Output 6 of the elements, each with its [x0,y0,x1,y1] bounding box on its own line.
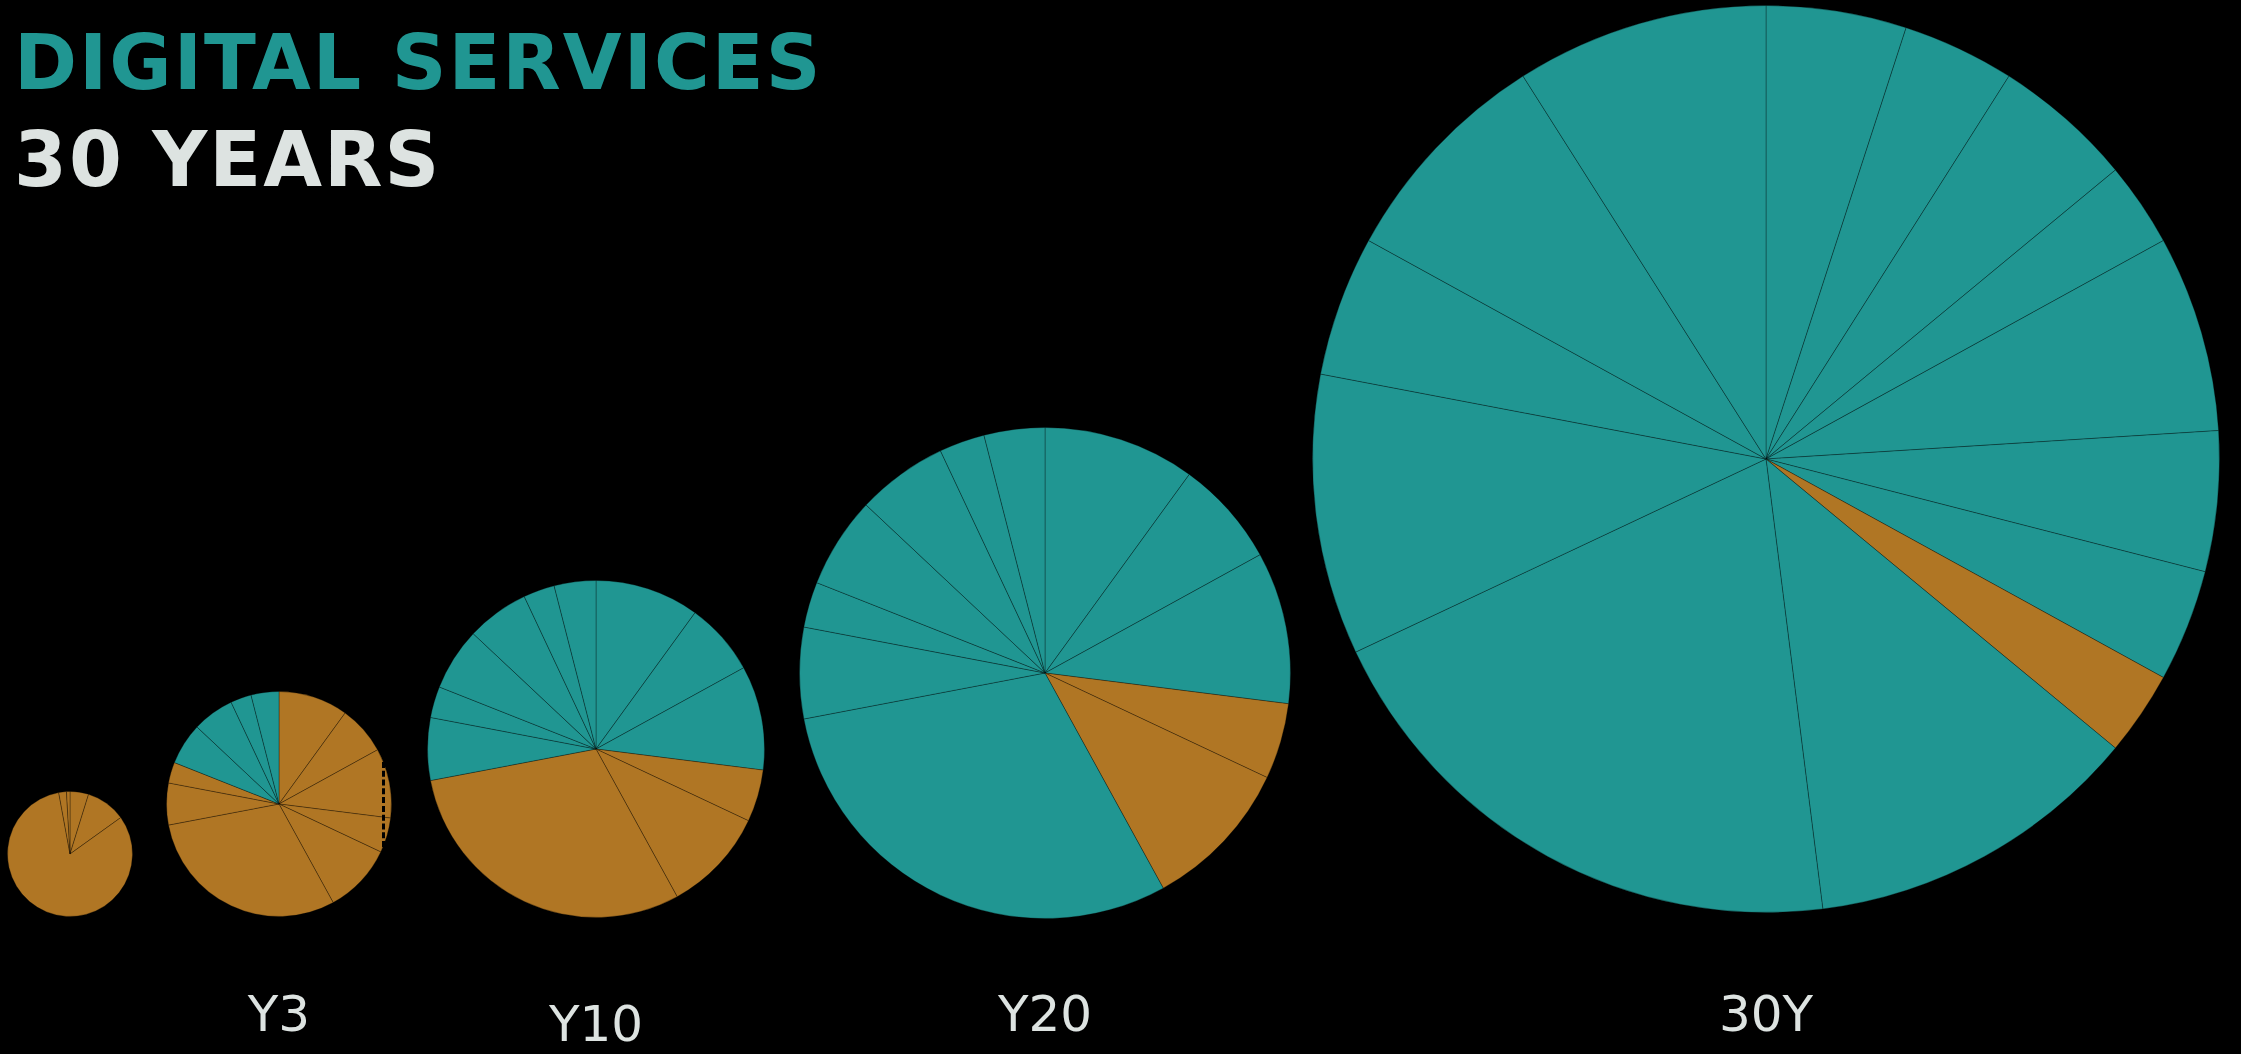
text: 30Y [1718,985,1814,1043]
text: Y10 [548,995,644,1053]
text: Y3 [247,985,311,1043]
text: Y20 [997,985,1093,1043]
chart-subtitle: 30 YEARS [14,115,442,204]
text: DIGITAL SERVICES [14,18,823,107]
